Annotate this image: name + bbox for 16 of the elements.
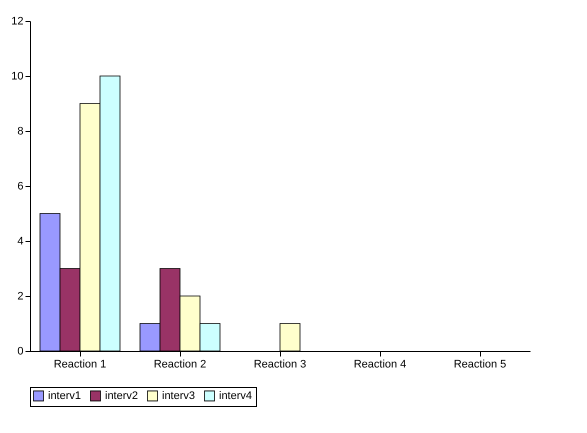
legend-label: interv1 bbox=[48, 390, 82, 402]
y-tick-label: 8 bbox=[17, 126, 24, 138]
legend-label: interv2 bbox=[105, 390, 138, 402]
y-tick-label: 12 bbox=[11, 16, 24, 28]
legend-label: interv4 bbox=[219, 390, 252, 402]
x-tick-label: Reaction 2 bbox=[154, 358, 206, 370]
y-tick-label: 4 bbox=[17, 236, 24, 248]
x-tick-label: Reaction 5 bbox=[454, 358, 506, 370]
x-tick-label: Reaction 1 bbox=[54, 358, 106, 370]
x-tick-label: Reaction 4 bbox=[354, 358, 406, 370]
y-tick-label: 0 bbox=[17, 346, 24, 358]
y-tick-label: 2 bbox=[17, 290, 24, 302]
x-tick-label: Reaction 3 bbox=[254, 358, 306, 370]
legend-label: interv3 bbox=[162, 390, 196, 402]
y-tick-label: 10 bbox=[11, 70, 24, 82]
y-tick-label: 6 bbox=[17, 180, 24, 192]
